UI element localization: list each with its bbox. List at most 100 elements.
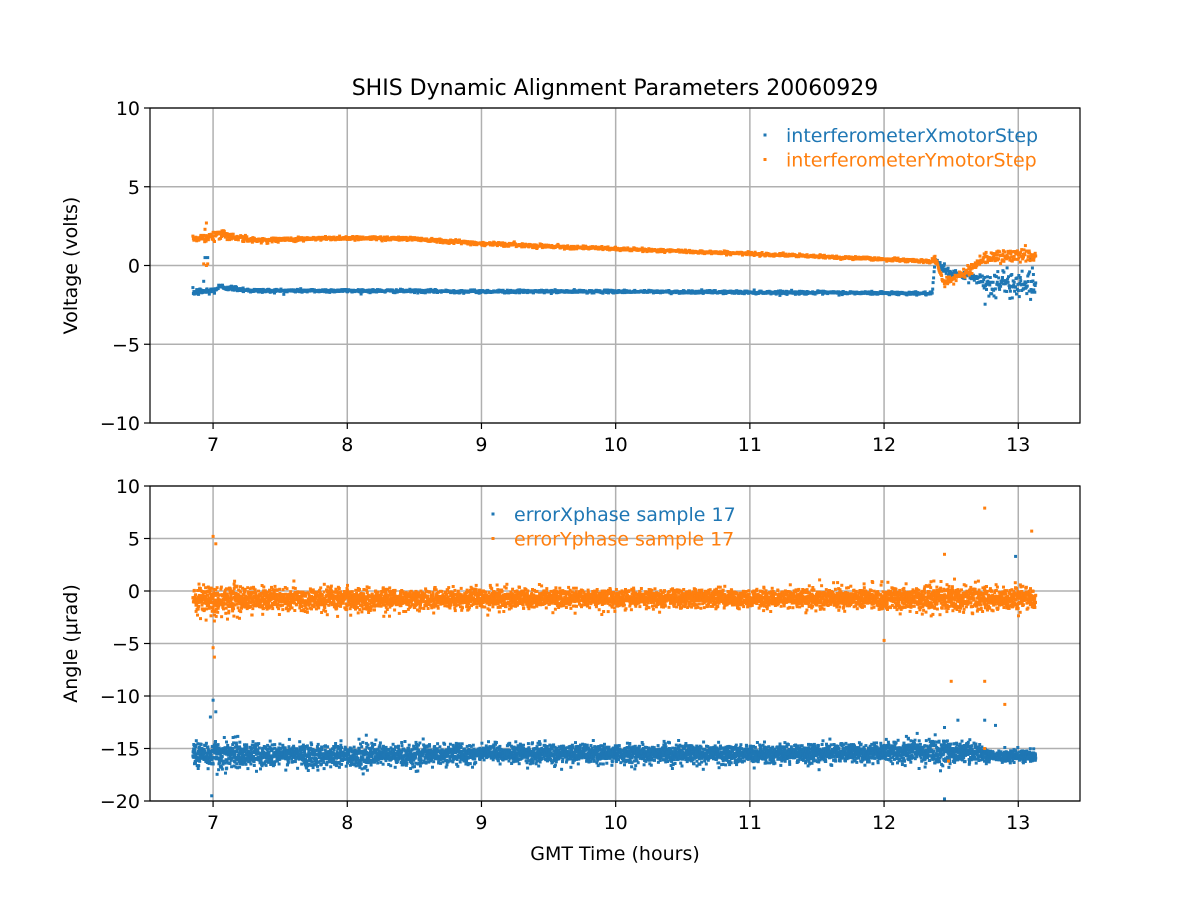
data-point: [1015, 293, 1018, 296]
data-point: [1016, 249, 1019, 252]
y-axis-label: Voltage (volts): [60, 197, 82, 335]
data-point: [321, 748, 324, 751]
data-point: [947, 267, 950, 270]
data-point: [361, 741, 364, 744]
data-point: [358, 738, 361, 741]
data-point: [225, 741, 228, 744]
data-point: [249, 763, 252, 766]
data-point: [408, 744, 411, 747]
data-point: [259, 767, 262, 770]
data-point: [306, 744, 309, 747]
data-point: [1019, 261, 1022, 264]
data-point: [940, 274, 943, 277]
data-point: [994, 296, 997, 299]
data-point: [287, 760, 290, 763]
x-tick-label: 8: [341, 812, 353, 834]
x-tick-label: 10: [604, 812, 628, 834]
x-tick-label: 9: [475, 434, 487, 456]
x-axis-label: GMT Time (hours): [530, 843, 700, 865]
data-point: [252, 740, 255, 743]
legend-marker: [764, 158, 767, 161]
data-point: [943, 285, 946, 288]
x-tick-label: 13: [1006, 434, 1030, 456]
data-point: [214, 740, 217, 743]
data-point: [984, 303, 987, 306]
data-point: [245, 762, 248, 765]
data-point: [983, 276, 986, 279]
data-point: [992, 281, 995, 284]
data-point: [1034, 252, 1037, 255]
data-point: [236, 735, 239, 738]
data-point: [277, 241, 280, 244]
data-point: [1026, 285, 1029, 288]
data-point: [238, 766, 241, 769]
data-point: [317, 743, 320, 746]
data-point: [989, 276, 992, 279]
data-point: [362, 772, 365, 775]
data-point: [952, 283, 955, 286]
data-point: [335, 764, 338, 767]
legend-marker: [764, 134, 767, 137]
data-point: [232, 233, 235, 236]
data-point: [345, 765, 348, 768]
data-point: [405, 762, 408, 765]
data-point: [238, 741, 241, 744]
data-point: [985, 251, 988, 254]
x-tick-label: 11: [738, 434, 762, 456]
data-point: [229, 761, 232, 764]
x-tick-label: 7: [207, 434, 219, 456]
data-point: [997, 276, 1000, 279]
data-point: [284, 746, 287, 749]
x-tick-label: 7: [207, 812, 219, 834]
data-point: [374, 739, 377, 742]
data-point: [269, 740, 272, 743]
x-tick-label: 12: [872, 434, 896, 456]
data-point: [258, 747, 261, 750]
y-tick-label: 5: [128, 529, 140, 551]
data-point: [273, 743, 276, 746]
data-point: [329, 765, 332, 768]
data-point: [1006, 266, 1009, 269]
data-point: [397, 745, 400, 748]
data-point: [931, 288, 934, 291]
x-tick-label: 13: [1006, 812, 1030, 834]
data-point: [994, 287, 997, 290]
data-point: [340, 763, 343, 766]
data-point: [284, 769, 287, 772]
data-point: [1032, 259, 1035, 262]
data-point: [400, 741, 403, 744]
data-point: [932, 281, 935, 284]
data-point: [955, 279, 958, 282]
y-tick-label: 5: [128, 177, 140, 199]
data-point: [316, 769, 319, 772]
data-point: [1031, 280, 1034, 283]
y-tick-label: −5: [112, 334, 140, 356]
data-point: [207, 238, 210, 241]
data-point: [1024, 244, 1027, 247]
data-point: [1033, 291, 1036, 294]
data-point: [224, 772, 227, 775]
data-point: [1034, 284, 1037, 287]
y-tick-label: 10: [116, 98, 140, 120]
data-point: [213, 292, 216, 295]
x-tick-label: 8: [341, 434, 353, 456]
data-point: [221, 755, 224, 758]
data-point: [1005, 290, 1008, 293]
data-point: [296, 767, 299, 770]
data-point: [298, 740, 301, 743]
data-point: [353, 746, 356, 749]
data-point: [379, 741, 382, 744]
chart-title: SHIS Dynamic Alignment Parameters 200609…: [352, 76, 879, 101]
data-point: [340, 746, 343, 749]
data-point: [197, 767, 200, 770]
outlier-point: [204, 228, 207, 231]
data-point: [366, 743, 369, 746]
data-point: [194, 749, 197, 752]
y-tick-label: −10: [100, 413, 140, 435]
data-point: [1013, 281, 1016, 284]
data-point: [996, 281, 999, 284]
data-point: [246, 746, 249, 749]
outlier-point: [202, 262, 205, 265]
data-point: [361, 767, 364, 770]
outlier-point: [206, 262, 209, 265]
